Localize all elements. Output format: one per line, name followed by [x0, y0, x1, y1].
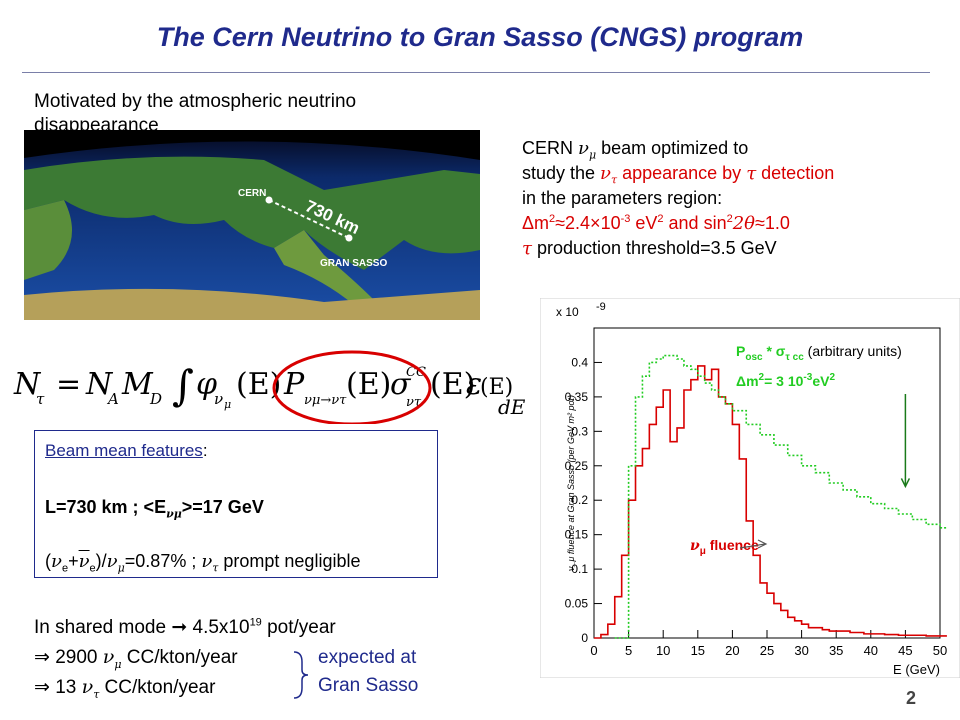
formula-de: dE	[498, 395, 526, 419]
x-tick-label: 40	[864, 643, 878, 658]
europe-map: CERN 730 km GRAN SASSO	[24, 130, 480, 320]
formula-equals: =	[56, 367, 81, 402]
y-tick-label: 0.4	[571, 355, 588, 369]
annotation-dm2: Δm2= 3 10-3eV2	[736, 372, 835, 389]
numu-rate: ⇒ 2900 νμ CC/kton/year	[34, 646, 238, 671]
cngs-line-3: in the parameters region:	[522, 188, 723, 208]
series-line-tau-cross-section	[614, 354, 947, 639]
y-multiplier-exp: -9	[596, 301, 606, 313]
chart-annotations: Posc * στ cc (arbitrary units) Δm2= 3 10-…	[690, 343, 911, 557]
formula-md-sub: D	[149, 390, 162, 408]
nutau-rate: ⇒ 13 ντ CC/kton/year	[34, 676, 216, 701]
formula-md: M	[121, 367, 154, 402]
cngs-parameter-region: Δm2≈2.4×10-3 eV2 and sin22θ≈1.0	[522, 213, 790, 234]
y-tick-label: 0.05	[565, 597, 589, 611]
x-tick-label: 15	[691, 643, 705, 658]
y-tick-label: 0.2	[571, 493, 588, 507]
shared-mode-text: In shared mode ➞ 4.5x1019 pot/year	[34, 616, 336, 638]
formula-p: P	[283, 367, 305, 402]
right-brace	[293, 651, 309, 699]
y-tick-label: 0.25	[565, 459, 589, 473]
map-land-europe	[24, 156, 480, 270]
features-baseline-energy: L=730 km ; <Eνμ>=17 GeV	[45, 497, 264, 521]
formula-epsilon-arg: (E)	[480, 375, 513, 400]
map-space	[24, 130, 480, 160]
x-tick-label: 45	[898, 643, 912, 658]
formula-phi-sub-mu: μ	[224, 398, 231, 411]
slide-title: The Cern Neutrino to Gran Sasso (CNGS) p…	[156, 22, 804, 52]
x-tick-label: 5	[625, 643, 632, 658]
features-contamination: (νe+νe)/νμ=0.87% ; ντ prompt negligible	[45, 551, 361, 575]
map-land-iberia	[24, 200, 72, 280]
y-axis-label: ν_μ fluence at Gran Sasso (per GeV m² po…	[566, 395, 576, 571]
map-land-italy	[274, 230, 374, 305]
x-tick-label: 35	[829, 643, 843, 658]
annotation-numu-arrowhead	[757, 539, 768, 549]
y-multiplier: x 10	[556, 305, 579, 319]
annotation-numu-fluence: νμ fluence	[690, 537, 759, 557]
series-line-numu-fluence	[594, 365, 947, 639]
event-rate-formula: N τ = N A M D ∫ φ ν μ (E) P νμ→ντ (E) σ …	[13, 350, 526, 424]
features-heading: Beam mean features:	[45, 441, 208, 460]
chart-frame	[540, 298, 960, 678]
formula-phi-sub-nu: ν	[214, 390, 223, 408]
x-tick-label: 10	[656, 643, 670, 658]
formula-p-sub: νμ→ντ	[304, 393, 347, 408]
x-tick-label: 25	[760, 643, 774, 658]
formula-n-sub: τ	[36, 390, 45, 408]
y-tick-label: 0	[581, 631, 588, 645]
cern-marker	[265, 196, 273, 204]
cngs-line-2: study the ντ appearance by τ detection	[522, 163, 835, 187]
x-tick-label: 30	[794, 643, 808, 658]
formula-integral: ∫	[172, 361, 194, 410]
chart-axes: 0 5 10 15 20 25 30 35 40 45 50 0 0.05 0.1 0.15 0.2 0.25 0…	[556, 301, 947, 677]
cngs-threshold: τ production threshold=3.5 GeV	[522, 238, 777, 259]
formula-p-arg: (E)	[346, 367, 391, 402]
y-tick-label: 0.35	[565, 390, 589, 404]
gransasso-marker	[345, 234, 353, 242]
cngs-line-1: CERN νμ beam optimized to	[522, 138, 749, 162]
beam-path	[268, 199, 350, 239]
annotation-numu-arrow	[739, 543, 766, 549]
annotation-posc: Posc * στ cc (arbitrary units)	[736, 343, 902, 363]
formula-sigma-sup: CC	[406, 365, 426, 380]
page-number: 2	[906, 688, 917, 708]
formula-highlight-ellipse	[272, 350, 432, 424]
x-tick-label: 50	[933, 643, 947, 658]
x-axis-label: E (GeV)	[893, 662, 940, 677]
y-tick-label: 0.3	[571, 424, 588, 438]
formula-epsilon: ε	[466, 367, 482, 402]
map-land-africa	[24, 288, 480, 320]
chart-series	[594, 354, 947, 639]
formula-sigma-arg: (E)	[430, 367, 475, 402]
beam-features-box: Beam mean features: L=730 km ; <Eνμ>=17 …	[34, 430, 438, 578]
formula-na-sub: A	[106, 390, 119, 408]
y-tick-label: 0.1	[571, 562, 588, 576]
y-tick-label: 0.15	[565, 528, 589, 542]
gransasso-label: GRAN SASSO	[320, 258, 387, 269]
formula-na: N	[85, 367, 114, 402]
x-tick-label: 20	[725, 643, 739, 658]
cngs-description: CERN νμ beam optimized to study the ντ a…	[522, 136, 952, 261]
formula-n: N	[13, 367, 42, 402]
motivation-text: Motivated by the atmospheric neutrino di…	[34, 91, 357, 130]
x-tick-label: 0	[590, 643, 597, 658]
title-divider	[22, 72, 930, 73]
cern-label: CERN	[238, 188, 266, 199]
formula-sigma: σ	[390, 367, 412, 402]
formula-phi: φ	[196, 367, 217, 402]
expected-at-gransasso: expected at Gran Sasso	[318, 647, 419, 696]
fluence-chart: 0 5 10 15 20 25 30 35 40 45 50 0 0.05 0.1 0.15 0.2 0.25 0…	[540, 298, 960, 678]
annotation-dm2-arrowhead	[900, 478, 911, 489]
